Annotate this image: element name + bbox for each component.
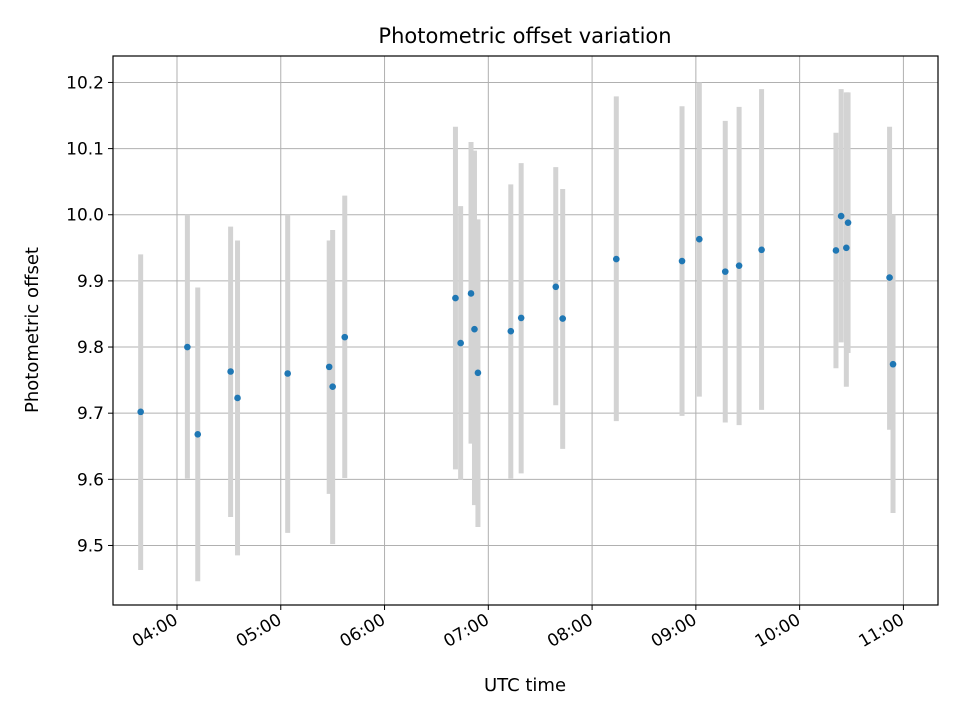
data-point [471,325,478,333]
y-tick-label: 9.9 [77,272,104,292]
chart-title: Photometric offset variation [378,24,671,48]
data-point [325,363,333,371]
data-point [507,327,515,335]
data-point [837,212,845,220]
data-point [559,315,566,322]
data-point [832,247,840,254]
data-point [137,408,144,416]
y-tick-label: 9.7 [77,404,104,424]
data-point [457,339,464,347]
data-point [329,383,336,391]
data-point [844,219,852,226]
data-point [735,262,743,269]
data-point [194,431,202,438]
y-axis: 9.5 9.6 9.7 9.8 9.9 10.0 10.1 10.2 [66,73,113,556]
data-point [284,370,291,377]
data-point [234,394,241,402]
plot-frame [112,55,939,606]
data-point [678,257,686,265]
data-point [843,244,850,252]
data-point [889,360,897,368]
y-tick-label: 10.0 [66,206,104,226]
data-point [452,294,459,302]
data-point [341,333,349,341]
y-tick-label: 10.2 [66,73,104,93]
data-points [137,212,897,438]
y-tick-label: 9.5 [77,536,104,556]
data-point [227,368,234,375]
data-point [184,343,191,351]
grid [113,56,938,605]
data-point [517,314,525,322]
data-point [552,283,560,291]
y-tick-label: 9.8 [77,338,104,358]
data-point [474,369,482,377]
y-tick-label: 9.6 [77,470,104,490]
y-tick-label: 10.1 [66,140,104,160]
plot-area [113,56,938,605]
data-point [721,268,729,275]
x-axis-title: UTC time [484,675,566,696]
y-axis-title: Photometric offset [22,247,43,413]
data-point [696,235,703,243]
data-point [467,290,475,297]
data-point [758,246,765,254]
data-point [886,274,893,281]
data-point [613,255,620,263]
